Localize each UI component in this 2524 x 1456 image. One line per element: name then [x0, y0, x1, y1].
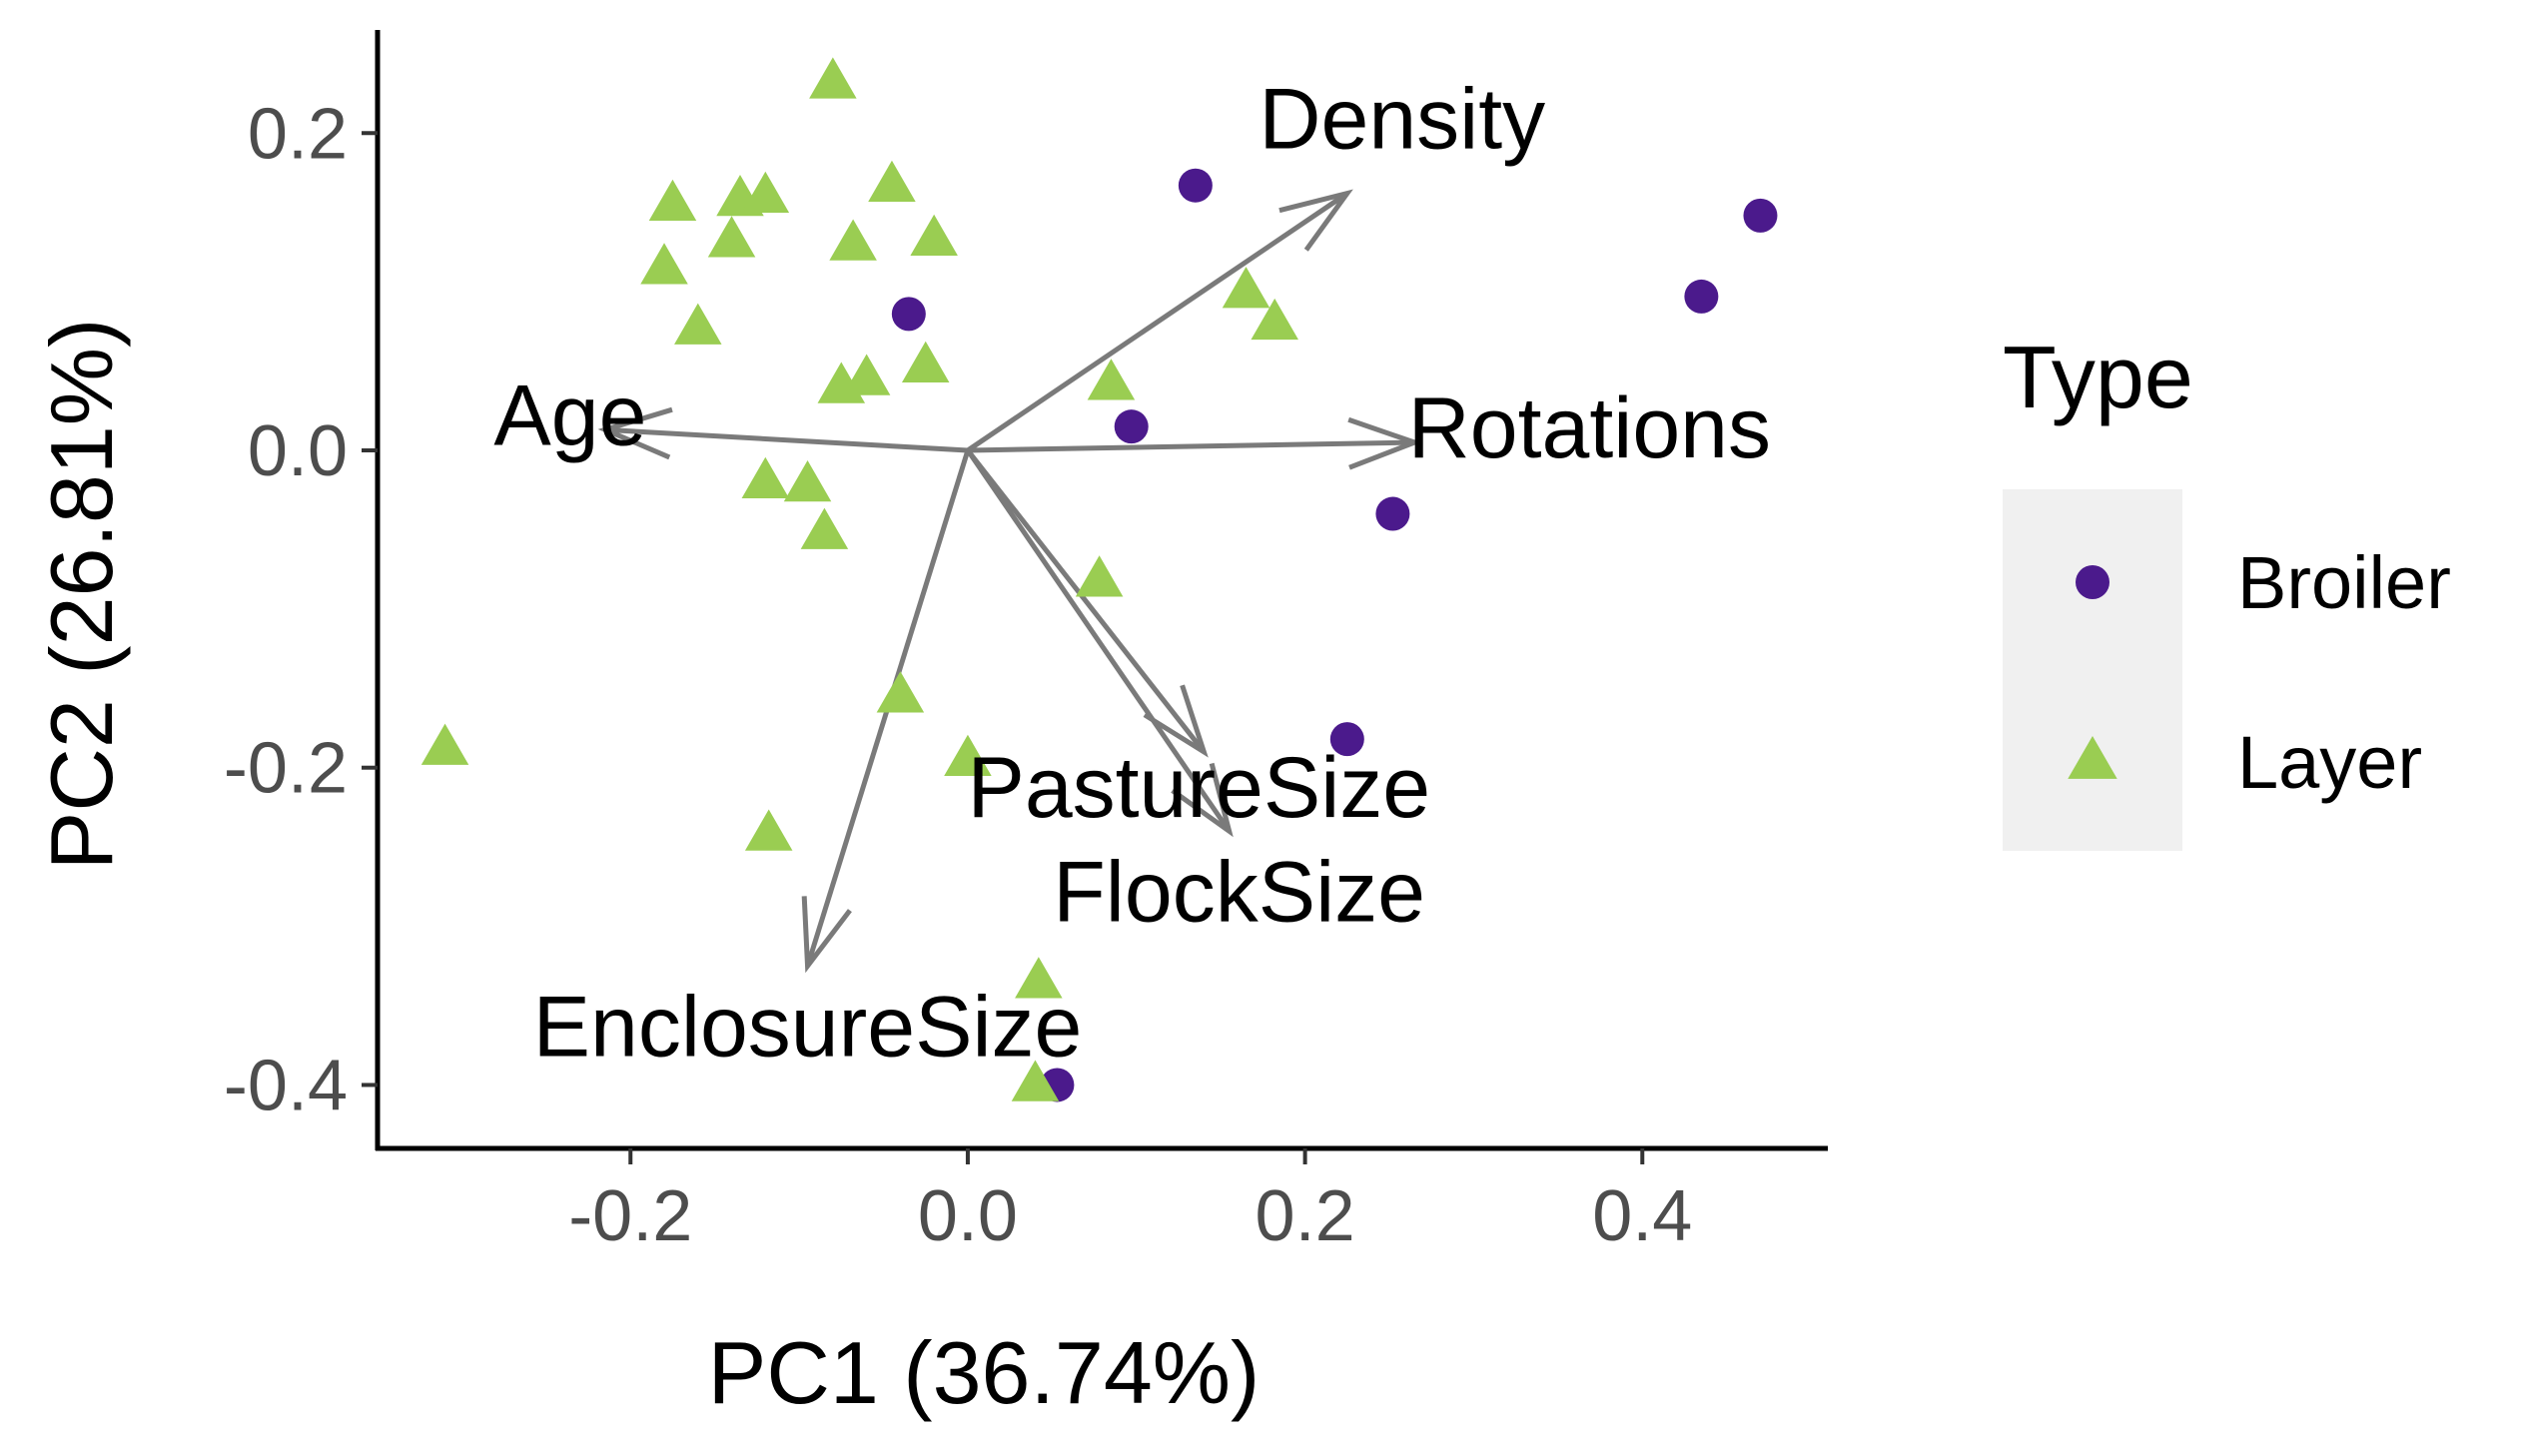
- vector-arrowhead: [597, 406, 673, 460]
- layer-point: [1075, 555, 1124, 597]
- vector-shaft: [967, 439, 1415, 453]
- vector-arrowhead: [801, 896, 852, 974]
- vector-density-arrow: [966, 189, 1353, 453]
- layer-point: [648, 179, 697, 222]
- x-tick-label: 0.4: [1592, 1176, 1692, 1256]
- vector-shaft: [965, 448, 1207, 754]
- vector-shaft: [604, 426, 969, 453]
- vector-arrowhead: [1171, 762, 1234, 838]
- vector-label-rotations: Rotations: [1408, 380, 1771, 476]
- layer-point: [421, 723, 469, 765]
- data-points: [421, 57, 1778, 1102]
- layer-point: [944, 734, 992, 777]
- layer-point: [707, 216, 756, 258]
- x-tick-label: 0.0: [918, 1176, 1018, 1256]
- layer-point: [1222, 267, 1270, 309]
- layer-point: [640, 243, 688, 285]
- vector-shaft: [965, 448, 1232, 833]
- vector-label-age: Age: [493, 367, 646, 463]
- legend: Type Broiler Layer: [2003, 328, 2451, 851]
- legend-broiler-key: [2076, 565, 2109, 599]
- vector-rotations-arrow: [967, 416, 1422, 470]
- y-tick-label: -0.2: [224, 729, 348, 809]
- y-tick-label: 0.0: [248, 411, 348, 491]
- broiler-point: [1329, 722, 1364, 757]
- layer-point: [1015, 957, 1063, 999]
- layer-point: [868, 160, 916, 202]
- layer-point: [1011, 1060, 1060, 1101]
- layer-point: [817, 362, 866, 403]
- axes: -0.2 0.0 0.2 0.4 0.2 0.0 -0.2 -0.4: [224, 30, 1828, 1256]
- layer-point: [783, 459, 832, 502]
- x-tick-label: -0.2: [568, 1176, 692, 1256]
- layer-point: [741, 171, 790, 214]
- vector-age-arrow: [597, 406, 969, 460]
- legend-layer-label: Layer: [2237, 721, 2422, 804]
- vector-label-pasturesize: PastureSize: [967, 740, 1430, 836]
- vector-arrowhead: [1347, 416, 1422, 470]
- layer-point: [1087, 359, 1136, 400]
- layer-point: [800, 507, 849, 549]
- vector-label-enclosuresize: EnclosureSize: [533, 979, 1083, 1075]
- broiler-point: [1684, 279, 1719, 314]
- broiler-point: [1178, 168, 1213, 203]
- broiler-point: [1743, 198, 1778, 233]
- legend-key-background: [2003, 489, 2182, 851]
- layer-point: [842, 354, 891, 395]
- layer-point: [829, 219, 877, 261]
- y-axis-title: PC2 (26.81%): [32, 319, 131, 871]
- vector-arrowhead: [1143, 684, 1209, 758]
- layer-point: [674, 303, 722, 345]
- vector-label-flocksize: FlockSize: [1053, 844, 1425, 940]
- y-tick-label: 0.2: [248, 94, 348, 174]
- layer-point: [809, 57, 857, 99]
- broiler-point: [1375, 496, 1410, 531]
- vector-arrowhead: [1278, 189, 1353, 252]
- layer-point: [1251, 298, 1298, 341]
- layer-point: [876, 671, 925, 713]
- broiler-point: [891, 297, 926, 332]
- layer-point: [744, 809, 793, 851]
- layer-point: [910, 214, 958, 256]
- x-tick-label: 0.2: [1256, 1176, 1355, 1256]
- layer-point: [901, 341, 950, 383]
- legend-title: Type: [2003, 328, 2193, 426]
- layer-point: [741, 456, 790, 499]
- loading-vectors: [597, 189, 1422, 974]
- legend-broiler-label: Broiler: [2237, 541, 2451, 624]
- y-tick-label: -0.4: [224, 1046, 348, 1125]
- broiler-point: [1114, 409, 1149, 444]
- vector-pasturesize-arrow: [965, 448, 1209, 758]
- vector-shaft: [966, 191, 1349, 453]
- vector-flocksize-arrow: [965, 448, 1234, 838]
- vector-label-density: Density: [1259, 72, 1545, 168]
- x-axis-title: PC1 (36.74%): [708, 1323, 1261, 1422]
- legend-layer-key: [2068, 736, 2117, 779]
